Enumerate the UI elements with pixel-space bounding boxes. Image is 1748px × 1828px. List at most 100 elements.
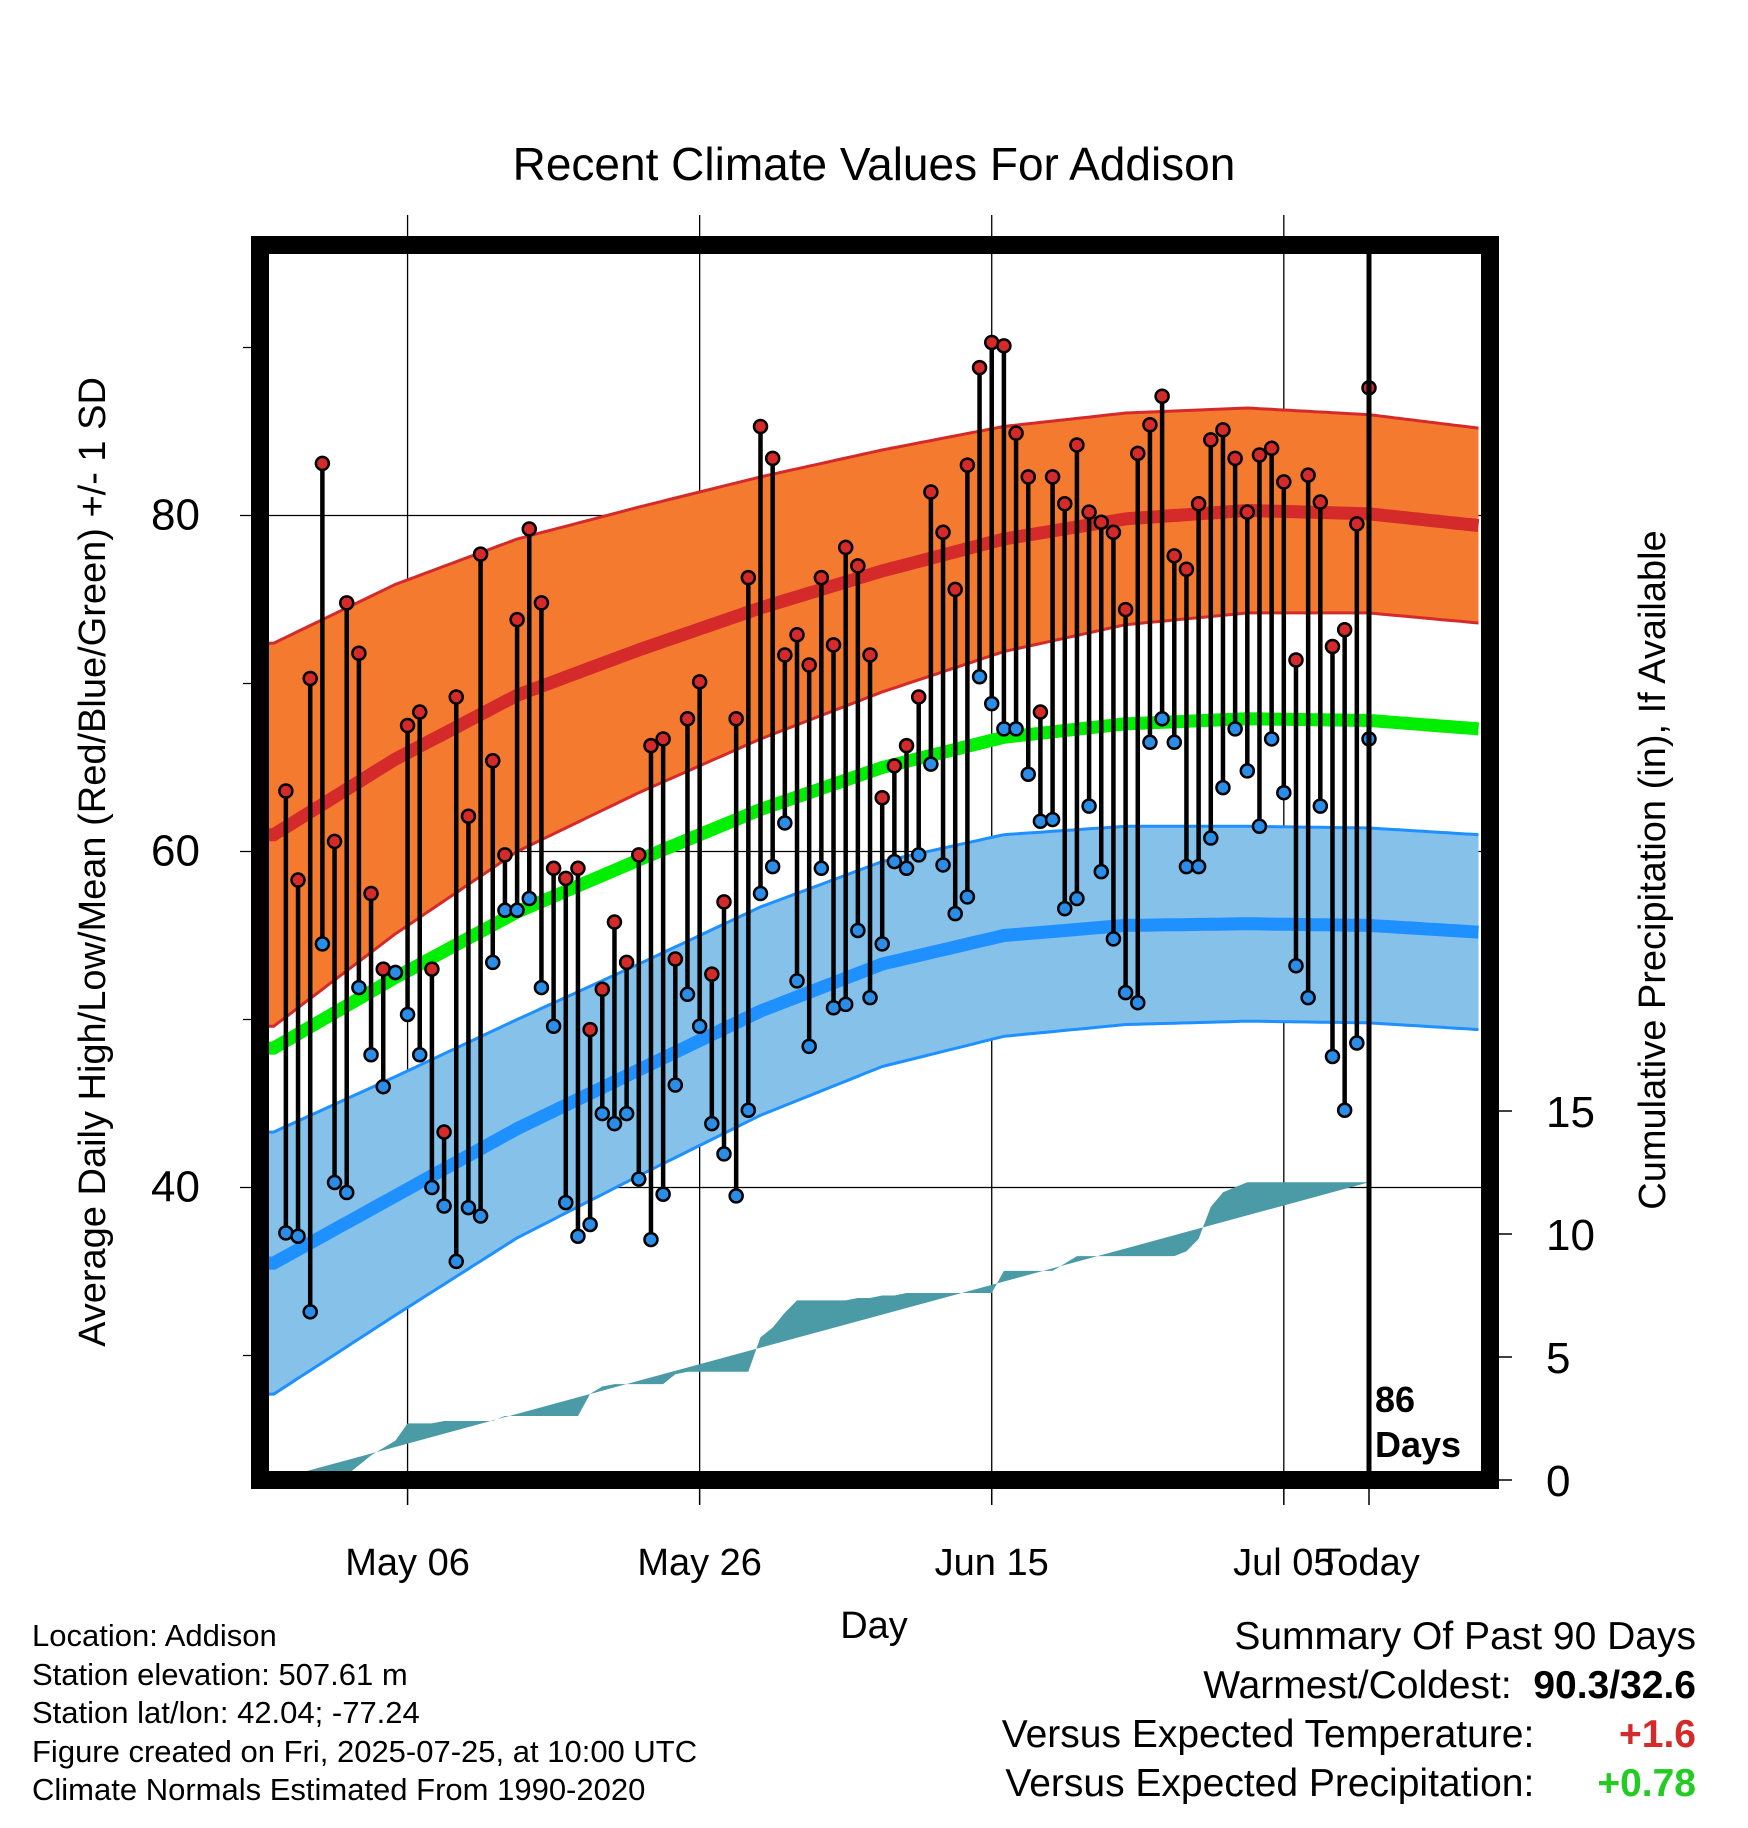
daily-low-point: [472, 1208, 489, 1224]
daily-high-point: [1020, 469, 1036, 485]
daily-low-point: [1142, 734, 1158, 751]
daily-high-point: [862, 647, 878, 663]
x-axis-label: Day: [840, 1605, 908, 1647]
daily-low-point: [375, 1078, 391, 1095]
y2-tick-label: 0: [1546, 1457, 1570, 1506]
daily-low-point: [837, 996, 854, 1013]
summary-temp-row: Versus Expected Temperature: +1.6: [1002, 1710, 1696, 1759]
daily-high-point: [1190, 495, 1207, 512]
warmest-label: Warmest/Coldest:: [1203, 1664, 1512, 1707]
daily-low-point: [411, 1047, 428, 1063]
daily-high-point: [691, 674, 708, 690]
daily-high-point: [1142, 417, 1158, 433]
daily-low-point: [436, 1198, 452, 1214]
daily-low-point: [1288, 957, 1304, 974]
daily-low-point: [898, 860, 915, 877]
daily-high-point: [1069, 437, 1085, 453]
daily-high-point: [1263, 440, 1280, 457]
daily-high-point: [302, 670, 318, 687]
daily-low-point: [485, 954, 501, 971]
daily-low-point: [558, 1194, 574, 1211]
daily-high-point: [314, 455, 331, 472]
plot-frame: [251, 236, 1499, 1489]
daily-high-point: [1105, 524, 1122, 541]
daily-high-point: [509, 611, 525, 628]
daily-high-point: [1324, 638, 1341, 655]
daily-low-point: [314, 936, 331, 952]
daily-low-point: [752, 885, 769, 902]
daily-low-point: [935, 857, 951, 873]
daily-low-point: [716, 1146, 732, 1162]
daily-low-point: [850, 922, 866, 939]
daily-low-point: [351, 979, 367, 996]
daily-high-point: [1044, 469, 1061, 485]
daily-high-point: [545, 860, 562, 877]
daily-low-point: [1044, 811, 1061, 828]
daily-low-point: [1215, 779, 1231, 796]
daily-low-point: [740, 1102, 757, 1118]
daily-low-point: [606, 1115, 623, 1132]
daily-high-point: [777, 647, 793, 663]
daily-high-point: [971, 359, 988, 376]
y2-tick-label: 15: [1546, 1088, 1595, 1137]
daily-high-point: [667, 951, 684, 967]
x-tick-label: Jul 05: [1233, 1542, 1334, 1584]
daily-high-point: [1081, 504, 1097, 520]
daily-low-point: [789, 973, 805, 989]
daily-low-point: [1069, 890, 1085, 907]
daily-high-point: [886, 758, 903, 774]
daily-high-point: [898, 737, 915, 754]
daily-low-point: [874, 936, 890, 952]
daily-low-point: [1130, 994, 1146, 1011]
daily-high-point: [801, 657, 817, 673]
daily-low-point: [643, 1231, 659, 1248]
daily-high-point: [448, 689, 464, 705]
daily-low-point: [691, 1018, 708, 1034]
daily-low-point: [290, 1228, 306, 1244]
daily-low-point: [1251, 818, 1268, 835]
daily-high-point: [1288, 652, 1304, 668]
daily-low-point: [1300, 989, 1316, 1006]
daily-low-point: [801, 1038, 817, 1055]
daily-low-point: [594, 1105, 611, 1122]
daily-low-point: [862, 989, 878, 1006]
daily-low-point: [1081, 798, 1097, 814]
daily-high-point: [728, 711, 744, 727]
daily-high-point: [411, 704, 428, 720]
daily-high-point: [1336, 621, 1353, 638]
daily-low-point: [399, 1006, 416, 1023]
station-latlon: Station lat/lon: 42.04; -77.24: [32, 1695, 420, 1730]
y2-axis-label: Cumulative Precipitation (in), If Availa…: [1632, 530, 1674, 1209]
summary-precip-row: Versus Expected Precipitation: +0.78: [1002, 1759, 1696, 1808]
daily-low-point: [509, 902, 525, 919]
daily-high-point: [424, 961, 440, 977]
daily-low-point: [1349, 1035, 1365, 1051]
daily-high-point: [947, 581, 963, 598]
daily-low-point: [813, 860, 830, 877]
summary-warmest-row: Warmest/Coldest: 90.3/32.6: [1002, 1661, 1696, 1710]
daily-low-point: [1166, 734, 1183, 751]
chart-title: Recent Climate Values For Addison: [513, 138, 1236, 190]
daily-low-point: [1276, 784, 1292, 801]
daily-high-point: [1130, 445, 1146, 462]
daily-low-point: [959, 889, 976, 905]
y-tick-label: 80: [151, 491, 200, 540]
daily-high-point: [1093, 514, 1110, 530]
cumulative-precip-area: [273, 1182, 1370, 1480]
warmest-value: 90.3/32.6: [1533, 1664, 1696, 1707]
daily-low-point: [424, 1179, 440, 1196]
daily-high-point: [752, 418, 769, 435]
high-normal-line: [261, 503, 1480, 842]
daily-high-point: [338, 595, 355, 611]
daily-high-point: [460, 808, 477, 824]
daily-high-point: [278, 783, 294, 799]
high-band-upper-edge: [261, 406, 1479, 645]
daily-low-point: [1336, 1102, 1353, 1118]
daily-low-point: [923, 756, 939, 772]
low-band-lower-edge: [261, 1019, 1479, 1396]
daily-low-point: [1154, 711, 1170, 727]
daily-low-point: [1227, 721, 1243, 737]
daily-high-point: [1166, 548, 1183, 564]
daily-high-point: [679, 711, 696, 727]
daily-high-point: [910, 689, 927, 705]
